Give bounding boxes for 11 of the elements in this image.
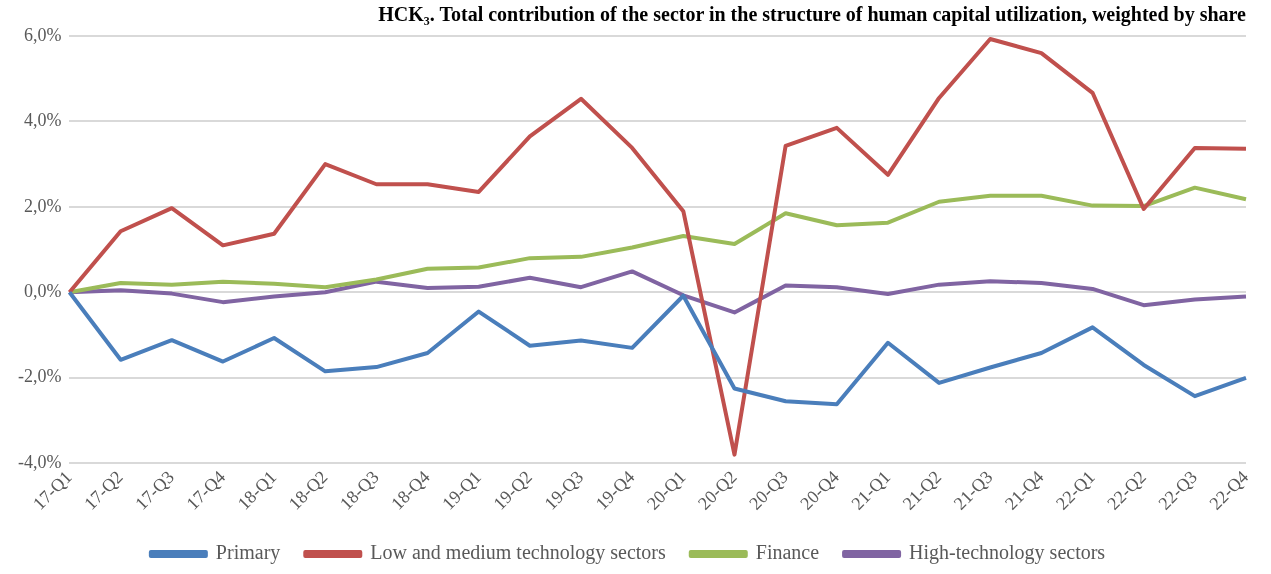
y-tick-label: 6,0% bbox=[23, 24, 62, 45]
legend-label: Primary bbox=[215, 541, 281, 565]
chart-title: HCK₃. Total contribution of the sector in the structure of human capital utilization, weighted by share bbox=[378, 3, 1247, 27]
legend-label: Low and medium technology sectors bbox=[370, 541, 666, 565]
y-tick-label: 0,0% bbox=[23, 281, 62, 302]
legend-label: Finance bbox=[755, 541, 820, 564]
y-tick-label: 4,0% bbox=[23, 110, 62, 131]
y-tick-label: -4,0% bbox=[17, 451, 62, 472]
legend-label: High-technology sectors bbox=[909, 541, 1106, 565]
y-tick-label: -2,0% bbox=[17, 366, 62, 387]
y-tick-label: 2,0% bbox=[23, 195, 62, 216]
